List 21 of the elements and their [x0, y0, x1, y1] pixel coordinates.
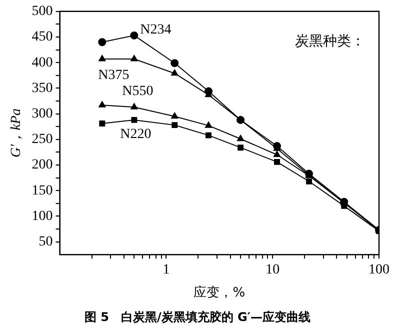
- y-tick-label: 500: [32, 4, 53, 20]
- y-tick-label: 250: [32, 132, 53, 148]
- y-tick-label: 450: [32, 30, 53, 45]
- series-label: N550: [122, 84, 154, 100]
- x-axis-title: 应变，%: [194, 284, 246, 301]
- y-tick-label: 400: [32, 55, 53, 70]
- y-tick-label: 350: [32, 80, 53, 96]
- x-tick-label: 1: [162, 262, 170, 278]
- caption: 图 5 白炭黑/炭黑填充胶的 G′—应变曲线: [83, 309, 312, 326]
- series-label: N234: [140, 22, 172, 38]
- y-tick-label: 100: [32, 208, 53, 224]
- y-tick-label: 200: [32, 158, 53, 173]
- series-label: N375: [98, 68, 130, 84]
- series-label: N220: [120, 126, 152, 142]
- y-tick-label: 50: [38, 234, 53, 250]
- y-tick-label: 300: [32, 106, 53, 122]
- x-tick-label: 100: [368, 262, 390, 278]
- y-axis-title: G′，kPa: [9, 108, 24, 158]
- annotation: 炭黑种类：: [295, 33, 365, 50]
- x-tick-label: 10: [266, 262, 280, 278]
- y-tick-label: 150: [32, 183, 53, 198]
